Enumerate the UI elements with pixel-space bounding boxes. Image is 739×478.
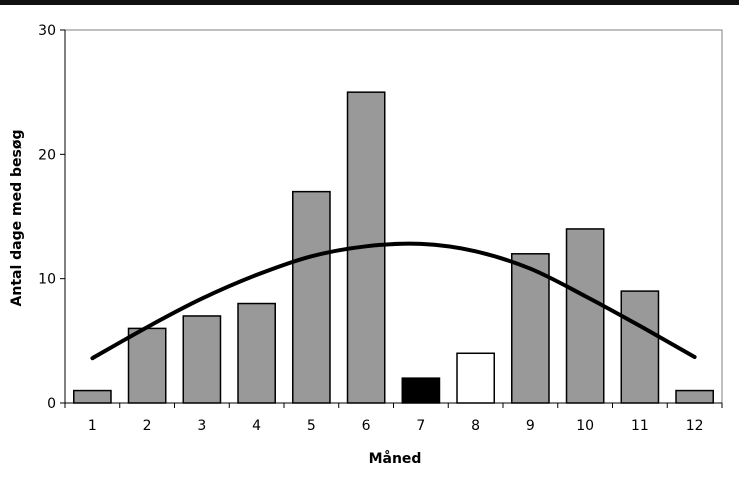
x-tick-label-11: 11 [631,418,649,434]
bar-month-1 [73,389,112,404]
bar-month-3 [182,315,222,404]
x-tick-label-10: 10 [576,418,594,434]
bar-month-10 [565,228,605,404]
x-tick-label-6: 6 [362,418,371,434]
bar-month-5 [292,190,331,404]
x-tick-label-5: 5 [307,418,316,434]
y-tick-label-30: 30 [38,23,56,39]
bar-month-9 [511,253,550,404]
top-border-rule [0,0,739,5]
bar-month-7 [401,377,441,404]
y-axis-ticks: 0 10 20 30 [38,23,65,412]
x-axis-ticks: 1 2 3 4 5 6 7 8 9 10 11 12 [64,403,723,434]
bars-group [73,91,714,404]
x-tick-label-4: 4 [252,418,261,434]
x-tick-label-8: 8 [471,418,480,434]
bar-month-8 [456,352,495,404]
trend-curve-line [90,241,697,361]
bar-month-4 [237,302,276,404]
x-tick-label-7: 7 [416,418,425,434]
bar-month-12 [675,389,714,404]
x-tick-label-3: 3 [197,418,206,434]
y-tick-label-0: 0 [47,396,56,412]
x-tick-label-12: 12 [686,418,704,434]
y-tick-label-10: 10 [38,272,56,288]
x-tick-label-9: 9 [526,418,535,434]
bar-month-2 [127,327,167,404]
y-tick-label-20: 20 [38,147,56,163]
x-tick-label-2: 2 [143,418,152,434]
x-tick-label-1: 1 [88,418,97,434]
bar-month-11 [620,290,660,404]
trend-curve-group [90,241,697,361]
y-axis-title: Antal dage med besøg [9,130,25,307]
x-axis-title: Måned [369,450,422,467]
